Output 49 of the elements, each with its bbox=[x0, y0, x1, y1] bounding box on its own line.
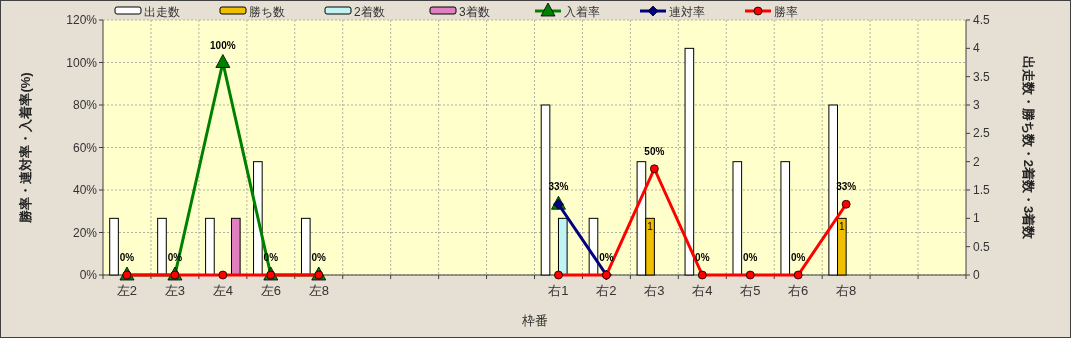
legend-label: 2着数 bbox=[354, 5, 385, 19]
legend-label: 出走数 bbox=[144, 5, 180, 19]
x-tick-label: 右3 bbox=[644, 283, 665, 298]
y-tick-label: 80% bbox=[72, 98, 98, 112]
y-tick-label: 20% bbox=[72, 225, 98, 240]
data-label: 50% bbox=[644, 145, 665, 157]
x-axis-title: 枠番 bbox=[520, 313, 548, 328]
legend-label: 勝ち数 bbox=[249, 5, 285, 19]
y2-tick-label: 1 bbox=[973, 211, 980, 226]
y2-tick-label: 0.5 bbox=[973, 239, 991, 254]
legend-label: 連対率 bbox=[669, 5, 705, 19]
data-label: 100% bbox=[210, 39, 236, 51]
x-tick-label: 右4 bbox=[692, 283, 713, 298]
y2-tick-label: 3 bbox=[973, 98, 980, 112]
x-tick-label: 左4 bbox=[212, 283, 233, 298]
x-tick-label: 右2 bbox=[596, 283, 617, 298]
x-tick-label: 左3 bbox=[164, 283, 186, 298]
y2-tick-label: 1.5 bbox=[973, 183, 991, 197]
y2-tick-label: 4.5 bbox=[973, 13, 991, 27]
x-tick-label: 左6 bbox=[260, 283, 281, 298]
x-tick-label: 左8 bbox=[308, 283, 329, 298]
x-tick-label: 右5 bbox=[740, 283, 761, 298]
data-label: 0% bbox=[311, 252, 327, 263]
y2-tick-label: 3.5 bbox=[973, 69, 991, 84]
y-tick-label: 120% bbox=[66, 13, 98, 27]
x-tick-label: 右1 bbox=[548, 283, 569, 298]
y-tick-label: 100% bbox=[66, 55, 98, 70]
legend-label: 3着数 bbox=[459, 5, 490, 19]
y-axis-title: 勝率・連対率・入着率(%) bbox=[18, 72, 33, 224]
legend-label: 入着率 bbox=[564, 5, 600, 19]
data-label: 1 bbox=[647, 221, 654, 233]
y-tick-label: 40% bbox=[72, 183, 98, 197]
y-tick-label: 0% bbox=[79, 268, 98, 282]
data-label: 0% bbox=[743, 252, 758, 263]
x-tick-label: 右8 bbox=[836, 283, 857, 298]
data-label: 0% bbox=[790, 252, 806, 263]
x-tick-label: 左2 bbox=[116, 283, 138, 298]
data-label: 1 bbox=[839, 221, 846, 233]
y2-tick-label: 2.5 bbox=[973, 126, 991, 141]
data-label: 0% bbox=[599, 252, 614, 263]
y2-tick-label: 2 bbox=[973, 154, 980, 169]
y2-tick-label: 4 bbox=[973, 41, 980, 56]
legend-label: 勝率 bbox=[774, 5, 798, 19]
y2-tick-label: 0 bbox=[973, 268, 980, 282]
data-label: 0% bbox=[119, 252, 135, 263]
y2-axis-title: 出走数・勝ち数・2着数・3着数 bbox=[1021, 55, 1036, 241]
y-tick-label: 60% bbox=[72, 140, 98, 155]
x-tick-label: 右6 bbox=[788, 283, 809, 298]
data-label: 0% bbox=[695, 252, 710, 263]
